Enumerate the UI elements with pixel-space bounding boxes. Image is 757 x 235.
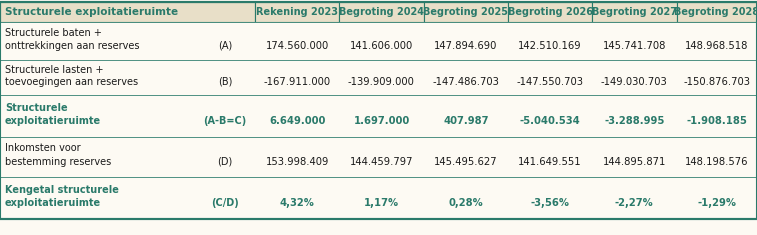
Bar (255, 2, 339, 22)
Text: (C/D): (C/D) (211, 198, 239, 208)
Text: onttrekkingen aan reserves: onttrekkingen aan reserves (5, 41, 139, 51)
Text: -1.908.185: -1.908.185 (687, 116, 747, 126)
Text: 147.894.690: 147.894.690 (434, 41, 497, 51)
Text: Begroting 2028: Begroting 2028 (674, 7, 757, 17)
Text: -2,27%: -2,27% (615, 198, 654, 208)
Text: -3,56%: -3,56% (531, 198, 569, 208)
Text: -1,29%: -1,29% (697, 198, 737, 208)
Bar (424, 2, 508, 22)
Text: -167.911.000: -167.911.000 (263, 77, 331, 87)
Text: 142.510.169: 142.510.169 (519, 41, 582, 51)
Text: -139.909.000: -139.909.000 (348, 77, 415, 87)
Bar (0, 137, 757, 177)
Text: (A-B=C): (A-B=C) (204, 116, 247, 126)
Text: 144.895.871: 144.895.871 (603, 157, 666, 167)
Bar (677, 2, 757, 22)
Text: 6.649.000: 6.649.000 (269, 116, 326, 126)
Text: 1.697.000: 1.697.000 (354, 116, 410, 126)
Text: 174.560.000: 174.560.000 (266, 41, 329, 51)
Text: (A): (A) (218, 41, 232, 51)
Bar (0, 177, 757, 219)
Text: (B): (B) (218, 77, 232, 87)
Text: 145.741.708: 145.741.708 (603, 41, 666, 51)
Text: 145.495.627: 145.495.627 (434, 157, 497, 167)
Bar (0, 95, 757, 137)
Text: Structurele: Structurele (5, 103, 67, 113)
Text: Begroting 2025: Begroting 2025 (423, 7, 508, 17)
Text: toevoegingen aan reserves: toevoegingen aan reserves (5, 77, 138, 87)
Text: 141.649.551: 141.649.551 (519, 157, 582, 167)
Text: Inkomsten voor: Inkomsten voor (5, 143, 81, 153)
Text: Structurele exploitatieruimte: Structurele exploitatieruimte (5, 7, 178, 17)
Text: -3.288.995: -3.288.995 (604, 116, 665, 126)
Text: Begroting 2026: Begroting 2026 (507, 7, 593, 17)
Text: Structurele baten +: Structurele baten + (5, 28, 102, 38)
Text: Begroting 2024: Begroting 2024 (339, 7, 424, 17)
Text: 153.998.409: 153.998.409 (266, 157, 329, 167)
Bar (0, 60, 757, 95)
Text: Kengetal structurele: Kengetal structurele (5, 185, 119, 195)
Text: exploitatieruimte: exploitatieruimte (5, 198, 101, 208)
Bar (0, 2, 255, 22)
Text: 0,28%: 0,28% (448, 198, 483, 208)
Text: exploitatieruimte: exploitatieruimte (5, 116, 101, 126)
Text: Rekening 2023: Rekening 2023 (256, 7, 338, 17)
Text: 148.198.576: 148.198.576 (685, 157, 749, 167)
Bar (339, 2, 424, 22)
Text: -150.876.703: -150.876.703 (684, 77, 750, 87)
Bar (0, 22, 757, 60)
Text: 141.606.000: 141.606.000 (350, 41, 413, 51)
Text: 1,17%: 1,17% (364, 198, 399, 208)
Text: Begroting 2027: Begroting 2027 (592, 7, 677, 17)
Text: -5.040.534: -5.040.534 (519, 116, 581, 126)
Text: (D): (D) (217, 157, 232, 167)
Text: bestemming reserves: bestemming reserves (5, 157, 111, 167)
Bar (592, 2, 677, 22)
Text: 4,32%: 4,32% (280, 198, 315, 208)
Text: 407.987: 407.987 (443, 116, 488, 126)
Text: -147.486.703: -147.486.703 (432, 77, 499, 87)
Text: Structurele lasten +: Structurele lasten + (5, 65, 104, 75)
Text: -147.550.703: -147.550.703 (516, 77, 584, 87)
Text: 144.459.797: 144.459.797 (350, 157, 413, 167)
Text: -149.030.703: -149.030.703 (601, 77, 668, 87)
Text: 148.968.518: 148.968.518 (685, 41, 749, 51)
Bar (508, 2, 592, 22)
